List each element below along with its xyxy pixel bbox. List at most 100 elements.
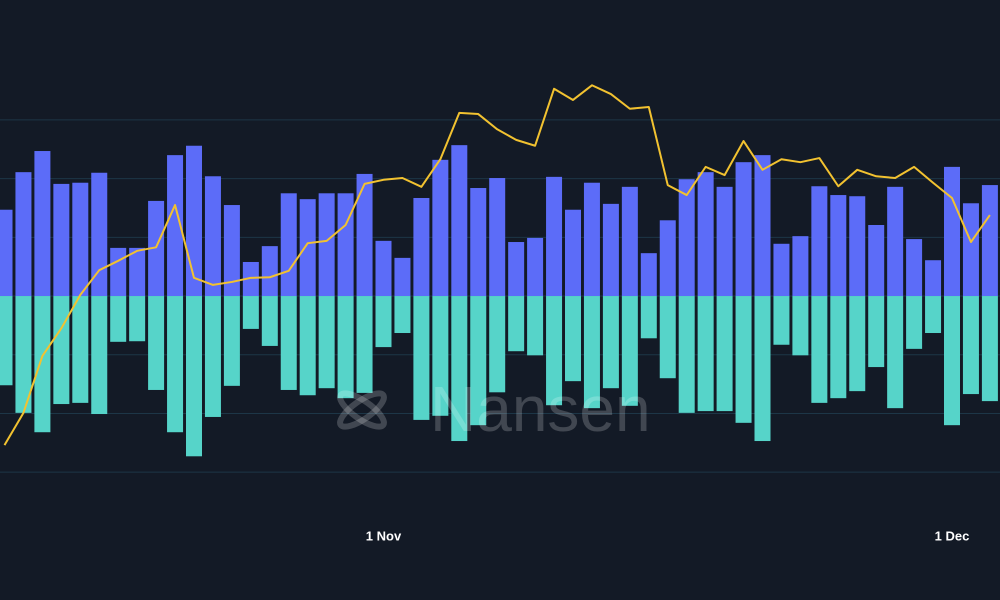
bar	[735, 162, 752, 297]
bar	[53, 296, 70, 405]
watermark: Nansen	[337, 373, 651, 445]
bar	[91, 296, 108, 415]
bar	[773, 296, 790, 345]
bar	[148, 200, 165, 297]
bar	[489, 296, 506, 393]
bar	[981, 185, 998, 297]
bar	[849, 196, 866, 297]
bar	[204, 296, 221, 417]
bar	[72, 182, 89, 297]
bar	[489, 178, 506, 297]
bar	[242, 261, 259, 297]
bar	[697, 296, 714, 412]
bar	[527, 296, 544, 356]
bar	[754, 296, 771, 442]
bar	[261, 246, 278, 297]
bar	[773, 243, 790, 297]
bar	[15, 296, 32, 413]
bar	[451, 296, 468, 442]
bar	[925, 296, 942, 334]
bar	[318, 193, 335, 297]
bar	[375, 296, 392, 348]
bar	[375, 240, 392, 297]
bar	[640, 296, 657, 339]
bar	[887, 296, 904, 409]
bar	[565, 296, 581, 382]
bar	[34, 151, 51, 297]
bar	[148, 296, 165, 390]
bar	[0, 296, 13, 386]
bar	[223, 205, 240, 297]
bar	[621, 296, 638, 406]
x-tick-label: 1 Nov	[366, 528, 402, 543]
bar	[508, 242, 525, 297]
bar	[91, 172, 108, 297]
bar	[280, 193, 297, 297]
bar	[621, 186, 638, 297]
bar	[583, 182, 600, 297]
bar	[754, 155, 771, 297]
bar	[546, 176, 563, 297]
bar	[583, 296, 600, 409]
watermark-text: Nansen	[430, 373, 651, 445]
bar	[811, 296, 828, 403]
bar	[792, 296, 809, 356]
bar	[261, 296, 278, 346]
bar	[413, 296, 430, 420]
bar	[508, 296, 525, 352]
x-tick-label: 1 Dec	[935, 528, 970, 543]
bar	[356, 173, 373, 297]
bar	[451, 145, 468, 297]
bar	[242, 296, 259, 329]
bar	[659, 220, 676, 297]
line	[3, 84, 991, 446]
bar	[565, 209, 581, 297]
bar	[0, 209, 13, 297]
bar	[830, 195, 847, 297]
bar	[204, 176, 221, 297]
bar	[110, 247, 127, 297]
bar	[432, 159, 449, 297]
bar	[186, 145, 202, 297]
bar	[944, 166, 960, 297]
bar	[868, 224, 885, 297]
bar	[849, 296, 866, 392]
bar	[602, 203, 619, 297]
bar	[678, 296, 695, 413]
bar	[167, 155, 184, 297]
bar	[394, 296, 411, 334]
bar	[640, 253, 657, 297]
bar	[906, 239, 923, 297]
bar	[129, 296, 146, 342]
bar	[887, 186, 904, 297]
bar	[811, 186, 828, 297]
bars	[0, 145, 998, 457]
bar	[186, 296, 202, 457]
bar	[470, 188, 487, 297]
bar	[299, 296, 316, 396]
bar	[602, 296, 619, 389]
bar	[697, 172, 714, 297]
bar	[716, 186, 733, 297]
bar	[678, 179, 695, 297]
bar	[356, 296, 373, 393]
bar	[432, 296, 449, 416]
bar	[470, 296, 487, 426]
bar	[830, 296, 847, 399]
bar	[129, 247, 146, 297]
bar	[792, 236, 809, 297]
bar	[925, 260, 942, 297]
bar	[868, 296, 885, 368]
bar	[944, 296, 960, 426]
bar	[716, 296, 733, 412]
bar	[223, 296, 240, 386]
lines	[3, 84, 991, 446]
watermark-logo	[337, 390, 387, 430]
bar	[167, 296, 184, 433]
bar	[735, 296, 752, 423]
bar	[546, 296, 563, 406]
bar	[299, 199, 316, 297]
bar	[318, 296, 335, 389]
bar	[962, 296, 979, 395]
